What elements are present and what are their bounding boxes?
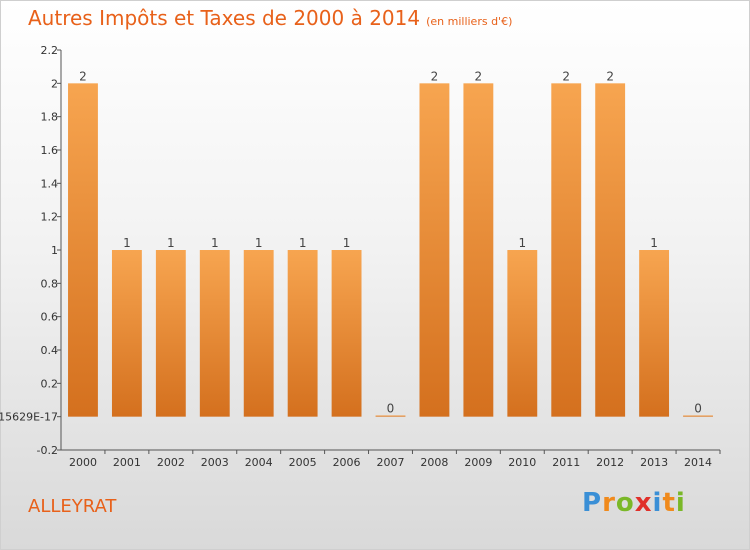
bar-2004 — [243, 250, 274, 417]
data-label-2002: 1 — [167, 236, 175, 250]
logo-letter: i — [652, 488, 663, 518]
bar-2005 — [287, 250, 318, 417]
y-tick-label: 0.2 — [41, 377, 59, 390]
x-tick-label: 2007 — [377, 456, 405, 469]
bar-2008 — [419, 83, 450, 417]
x-tick-label: 2005 — [289, 456, 317, 469]
x-tick-label: 2014 — [684, 456, 712, 469]
y-tick-label: 1.2 — [41, 211, 59, 224]
y-tick-label: 1 — [51, 244, 58, 257]
y-tick-label: 0.8 — [41, 277, 59, 290]
bar-2000 — [68, 83, 98, 417]
y-tick-label: 1.8 — [41, 111, 59, 124]
data-label-2010: 1 — [518, 236, 526, 250]
data-label-2011: 2 — [562, 69, 570, 83]
y-tick-label: 2 — [51, 77, 58, 90]
chart-title: Autres Impôts et Taxes de 2000 à 2014 (en… — [28, 6, 512, 30]
data-label-2000: 2 — [79, 69, 87, 83]
x-axis: 2000 2001 2002 2003 2004 2005 2006 2007 2008 2009… — [61, 449, 721, 469]
proxiti-logo[interactable]: Proxiti — [582, 488, 686, 518]
data-label-2004: 1 — [255, 236, 263, 250]
data-label-2012: 2 — [606, 69, 614, 83]
bar-2011 — [551, 83, 582, 417]
logo-letter: t — [662, 488, 676, 518]
x-tick-label: 2000 — [69, 456, 97, 469]
x-tick-label: 2008 — [420, 456, 448, 469]
data-label-2013: 1 — [650, 236, 658, 250]
y-tick-label: 2.2 — [41, 44, 59, 57]
bar-2002 — [155, 250, 186, 417]
title-main: Autres Impôts et Taxes de 2000 à 2014 — [28, 6, 421, 30]
data-label-2005: 1 — [299, 236, 307, 250]
y-tick-label: 1.4 — [41, 177, 59, 190]
logo-letter: r — [602, 488, 616, 518]
x-tick-label: 2009 — [464, 456, 492, 469]
data-labels: 2 1 1 1 1 1 1 0 2 2 1 2 2 1 0 — [79, 69, 702, 415]
title-unit: (en milliers d'€) — [426, 15, 513, 28]
x-tick-label: 2001 — [113, 456, 141, 469]
bar-2014 — [683, 415, 713, 417]
commune-name: ALLEYRAT — [28, 496, 117, 517]
logo-letter: x — [634, 488, 653, 518]
y-tick-label: -0.2 — [37, 444, 58, 457]
data-label-2009: 2 — [475, 69, 483, 83]
bar-2007 — [375, 415, 406, 417]
data-label-2006: 1 — [343, 236, 351, 250]
x-tick-label: 2006 — [333, 456, 361, 469]
bar-2009 — [463, 83, 494, 417]
bar-2013 — [639, 250, 670, 417]
x-tick-label: 2002 — [157, 456, 185, 469]
x-tick-label: 2013 — [640, 456, 668, 469]
data-label-2001: 1 — [123, 236, 131, 250]
bar-2012 — [595, 83, 626, 417]
bar-2010 — [507, 250, 538, 417]
y-tick-label: 0.4 — [41, 344, 59, 357]
y-tick-label: -1.15629E-17 — [0, 411, 58, 424]
bar-2001 — [111, 250, 142, 417]
x-tick-label: 2011 — [552, 456, 580, 469]
y-tick-label: 0.6 — [41, 311, 59, 324]
data-label-2014: 0 — [694, 401, 702, 415]
y-tick-label: 1.6 — [41, 144, 59, 157]
bar-2003 — [199, 250, 230, 417]
bar-2006 — [331, 250, 362, 417]
bars — [68, 83, 713, 417]
data-label-2003: 1 — [211, 236, 219, 250]
x-tick-label: 2010 — [508, 456, 536, 469]
x-tick-label: 2012 — [596, 456, 624, 469]
y-axis: -0.2 -1.15629E-17 0.2 0.4 0.6 0.8 1 1.2 1.4 1.6 1.… — [0, 44, 62, 457]
data-label-2007: 0 — [387, 401, 395, 415]
x-tick-label: 2004 — [245, 456, 273, 469]
logo-letter: i — [675, 488, 686, 518]
logo-letter: P — [582, 488, 603, 518]
logo-letter: o — [615, 488, 635, 518]
data-label-2008: 2 — [431, 69, 439, 83]
x-tick-label: 2003 — [201, 456, 229, 469]
